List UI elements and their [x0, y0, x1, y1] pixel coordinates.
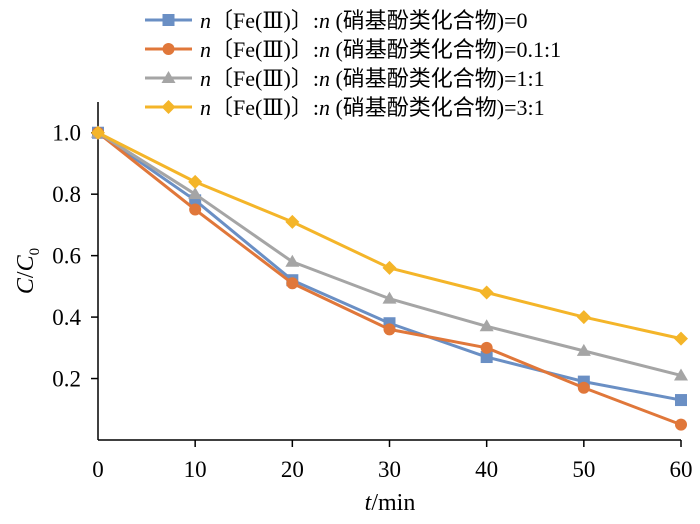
data-point	[675, 394, 687, 407]
ticks: 0 10 20 30 40 50 60 0.2 0.4 0.6 0.8 1.0	[52, 121, 692, 482]
y-tick-label: 0.4	[52, 305, 81, 330]
x-tick-label: 20	[281, 457, 304, 482]
x-tick-label: 60	[670, 457, 693, 482]
data-point	[479, 319, 494, 332]
data-point	[479, 285, 494, 300]
legend-item: n〔Fe(Ⅲ)〕:n (硝基酚类化合物)=3:1	[145, 95, 545, 120]
legend-item: n〔Fe(Ⅲ)〕:n (硝基酚类化合物)=1:1	[145, 66, 545, 91]
legend-item: n〔Fe(Ⅲ)〕:n (硝基酚类化合物)=0.1:1	[145, 37, 561, 62]
data-point	[576, 310, 591, 325]
data-point	[285, 214, 300, 229]
data-point	[674, 331, 688, 346]
series-line	[97, 131, 682, 341]
legend-label: n〔Fe(Ⅲ)〕:n (硝基酚类化合物)=3:1	[200, 95, 545, 120]
series-layer	[91, 125, 688, 431]
x-tick-label: 0	[92, 457, 104, 482]
legend-item: n〔Fe(Ⅲ)〕:n (硝基酚类化合物)=0	[145, 8, 528, 33]
y-tick-label: 0.8	[52, 182, 81, 207]
y-axis-title: C/C0	[13, 248, 43, 294]
y-tick-label: 1.0	[52, 121, 81, 146]
data-point	[577, 381, 590, 394]
legend-marker	[161, 100, 176, 114]
x-axis-title: t/min	[365, 490, 416, 516]
x-tick-label: 30	[378, 457, 401, 482]
x-tick-label: 40	[475, 457, 498, 482]
data-point	[576, 343, 591, 356]
legend-label: n〔Fe(Ⅲ)〕:n (硝基酚类化合物)=0.1:1	[200, 37, 561, 62]
legend: n〔Fe(Ⅲ)〕:n (硝基酚类化合物)=0 n〔Fe(Ⅲ)〕:n (硝基酚类化合…	[145, 8, 561, 120]
legend-marker	[162, 14, 175, 26]
data-point	[480, 351, 493, 364]
x-tick-label: 10	[184, 457, 207, 482]
series-3	[91, 125, 688, 346]
legend-label: n〔Fe(Ⅲ)〕:n (硝基酚类化合物)=1:1	[200, 66, 545, 91]
data-point	[91, 125, 105, 140]
y-tick-label: 0.2	[52, 367, 81, 392]
legend-marker	[161, 71, 176, 83]
data-point	[383, 323, 396, 336]
legend-label: n〔Fe(Ⅲ)〕:n (硝基酚类化合物)=0	[200, 8, 528, 33]
series-line	[97, 131, 682, 377]
data-point	[188, 174, 203, 189]
legend-marker	[162, 43, 175, 55]
data-point	[480, 341, 493, 354]
y-tick-label: 0.6	[52, 244, 81, 269]
data-point	[189, 203, 202, 216]
data-point	[382, 260, 397, 275]
data-point	[675, 418, 687, 431]
x-tick-label: 50	[572, 457, 595, 482]
data-point	[382, 291, 397, 304]
series-2	[91, 125, 688, 381]
data-point	[286, 277, 299, 290]
data-point	[188, 187, 203, 200]
data-point	[285, 254, 300, 267]
data-point	[674, 368, 688, 381]
axis-titles: t/min C/C0	[13, 248, 415, 516]
